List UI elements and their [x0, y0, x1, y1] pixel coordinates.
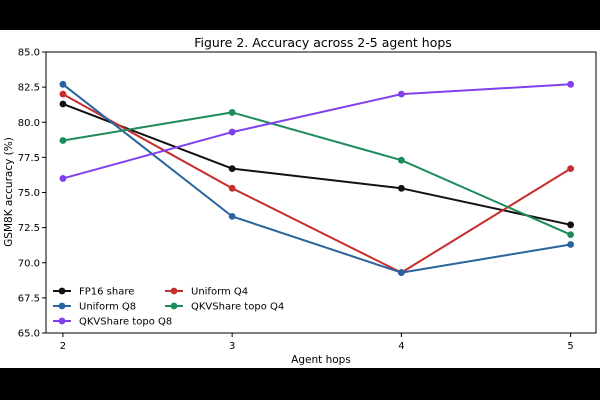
- data-point: [228, 109, 236, 116]
- data-point: [567, 221, 575, 229]
- data-point: [59, 80, 67, 88]
- legend-swatch-marker: [58, 317, 66, 325]
- y-tick-label: 77.5: [18, 153, 40, 164]
- legend-label: QKVShare topo Q4: [191, 302, 284, 313]
- data-point: [397, 269, 405, 276]
- x-tick-label: 5: [567, 341, 573, 352]
- y-tick-label: 85.0: [18, 48, 40, 59]
- series-2: [59, 80, 575, 276]
- series-0: [59, 100, 575, 229]
- data-point: [59, 90, 67, 98]
- data-point: [228, 165, 236, 173]
- data-point: [228, 128, 236, 136]
- y-tick-label: 72.5: [18, 223, 40, 234]
- y-tick-label: 67.5: [18, 293, 40, 304]
- legend-label: FP16 share: [79, 287, 134, 298]
- series-1: [59, 90, 575, 276]
- y-axis: 65.0 67.5 70.0 72.5 75.0 77.5 80.0 82.5 85.0: [18, 48, 46, 340]
- x-tick-label: 2: [60, 341, 66, 352]
- legend-item: QKVShare topo Q4: [165, 302, 284, 313]
- data-point: [397, 156, 405, 164]
- legend-swatch-marker: [58, 287, 66, 295]
- y-tick-label: 75.0: [18, 188, 40, 199]
- y-tick-label: 82.5: [18, 83, 40, 94]
- legend-label: Uniform Q8: [79, 302, 136, 313]
- data-point: [397, 90, 405, 98]
- legend-label: Uniform Q4: [191, 287, 248, 298]
- legend-item: Uniform Q8: [53, 302, 136, 313]
- x-tick-label: 3: [229, 341, 235, 352]
- data-point: [228, 184, 236, 192]
- series-4: [59, 80, 575, 182]
- legend-item: QKVShare topo Q8: [53, 317, 172, 328]
- figure-canvas: Figure 2. Accuracy across 2-5 agent hops…: [0, 30, 600, 368]
- data-point: [228, 212, 236, 220]
- y-axis-title: GSM8K accuracy (%): [3, 137, 15, 247]
- data-point: [59, 175, 67, 182]
- data-point: [59, 100, 67, 108]
- series-line: [62, 83, 571, 274]
- line-chart: Figure 2. Accuracy across 2-5 agent hops…: [3, 35, 597, 366]
- data-point: [59, 137, 67, 144]
- data-point: [567, 231, 575, 239]
- series-line: [62, 103, 571, 226]
- legend-label: QKVShare topo Q8: [79, 317, 172, 328]
- y-tick-label: 80.0: [18, 118, 40, 129]
- series-layer: [59, 80, 575, 276]
- series-line: [62, 83, 571, 180]
- series-line: [62, 111, 572, 236]
- y-tick-label: 65.0: [18, 329, 40, 340]
- data-point: [397, 184, 405, 192]
- legend-item: FP16 share: [53, 287, 134, 298]
- y-tick-label: 70.0: [18, 258, 40, 269]
- series-line: [62, 93, 572, 274]
- x-tick-label: 4: [398, 341, 404, 352]
- data-point: [567, 80, 575, 88]
- legend-item: Uniform Q4: [165, 287, 248, 298]
- legend-swatch-marker: [58, 302, 66, 310]
- legend-swatch-marker: [170, 287, 178, 295]
- legend: FP16 share Uniform Q4 Uniform Q8 QKVShare t…: [53, 287, 284, 328]
- data-point: [567, 165, 575, 173]
- x-axis-title: Agent hops: [291, 354, 351, 366]
- x-axis: 2 3 4 5: [60, 333, 574, 352]
- data-point: [567, 241, 575, 248]
- series-3: [59, 109, 575, 239]
- chart-title: Figure 2. Accuracy across 2-5 agent hops: [194, 35, 452, 50]
- legend-swatch-marker: [170, 302, 178, 310]
